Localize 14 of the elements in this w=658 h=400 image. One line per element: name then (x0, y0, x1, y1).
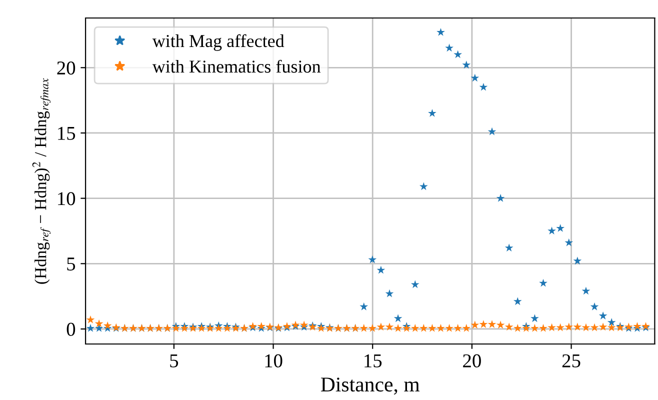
x-tick-label: 20 (463, 354, 481, 368)
y-tick-label: 20 (57, 61, 76, 75)
x-tick-label: 10 (265, 354, 282, 368)
y-tick-label: 0 (66, 322, 76, 336)
x-tick-label: 25 (562, 354, 580, 368)
y-tick-label: 5 (67, 258, 76, 271)
x-tick-label: 15 (364, 354, 382, 368)
x-tick-label: 5 (170, 354, 178, 368)
legend-label: with Mag affected (152, 34, 284, 51)
y-tick-label: 10 (58, 192, 76, 206)
x-axis-title: Distance, m (320, 378, 420, 395)
y-tick-label: 15 (58, 126, 76, 140)
y-axis-title: (Hdng$_{ref}$ − Hdng)$^{2}$ / Hdng$_{refmax}$ (32, 78, 51, 284)
legend-label: with Kinematics fusion (152, 60, 321, 73)
